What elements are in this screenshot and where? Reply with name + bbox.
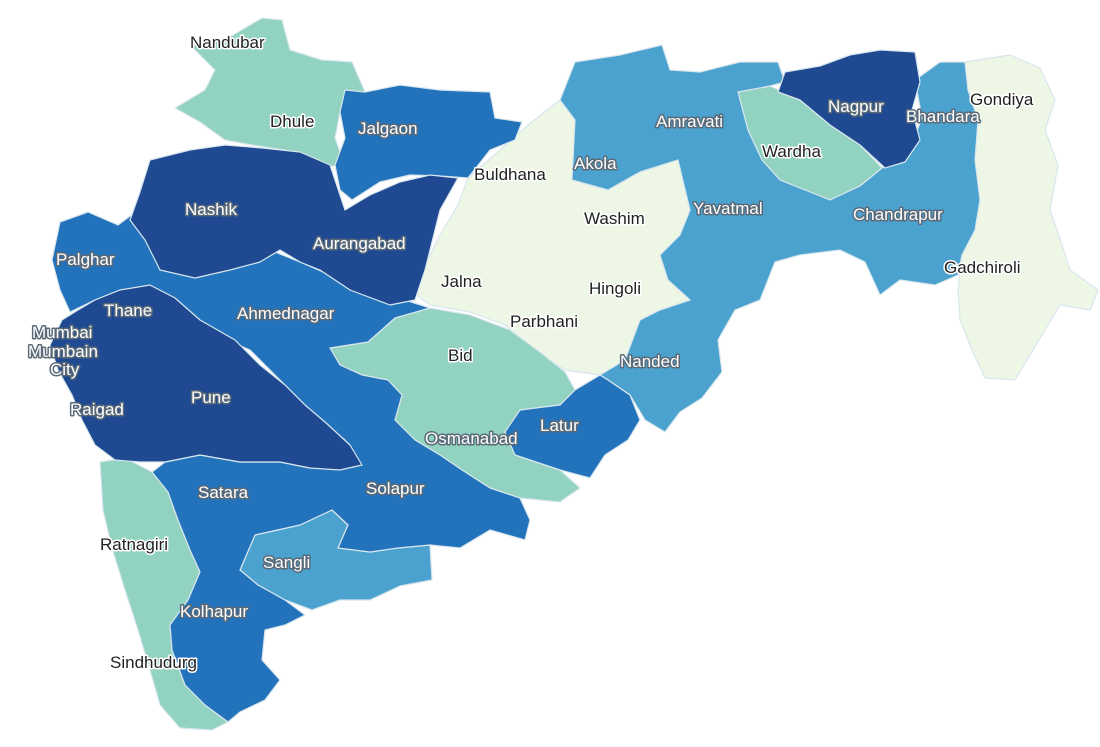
label-washim: Washim xyxy=(584,209,645,228)
region-thane-pune[interactable] xyxy=(49,284,363,471)
label-gadchiroli: Gadchiroli xyxy=(944,258,1021,277)
region-nagpur[interactable] xyxy=(777,49,921,169)
region-latur[interactable] xyxy=(504,374,641,479)
region-jalgaon[interactable] xyxy=(334,84,523,201)
label-palghar: Palghar xyxy=(56,250,115,269)
region-vidarbha-medium[interactable] xyxy=(559,44,981,433)
label-sangli: Sangli xyxy=(263,553,310,572)
label-nashik: Nashik xyxy=(185,200,237,219)
label-yavatmal: Yavatmal xyxy=(693,199,763,218)
label-solapur: Solapur xyxy=(366,479,425,498)
label-raigad: Raigad xyxy=(70,400,124,419)
label-nagpur: Nagpur xyxy=(828,97,884,116)
label-nanded: Nanded xyxy=(620,352,680,371)
label-wardha: Wardha xyxy=(762,142,821,161)
label-ratnagiri: Ratnagiri xyxy=(100,535,168,554)
label-dhule: Dhule xyxy=(270,112,314,131)
label-bid: Bid xyxy=(448,346,473,365)
label-parbhani: Parbhani xyxy=(510,312,578,331)
label-nandubar: Nandubar xyxy=(190,33,265,52)
label-akola: Akola xyxy=(574,154,617,173)
label-buldhana: Buldhana xyxy=(474,165,546,184)
district-labels: Nandubar Dhule Jalgaon Buldhana Akola Am… xyxy=(27,32,1036,674)
district-regions xyxy=(49,17,1099,731)
label-amravati: Amravati xyxy=(656,112,723,131)
label-bhandara: Bhandara xyxy=(906,107,980,126)
label-osmanabad: Osmanabad xyxy=(425,429,518,448)
label-chandrapur: Chandrapur xyxy=(853,205,943,224)
label-jalgaon: Jalgaon xyxy=(358,119,418,138)
label-mumbai-city-2: City xyxy=(50,360,80,379)
label-gondiya: Gondiya xyxy=(970,90,1034,109)
label-jalna: Jalna xyxy=(441,272,482,291)
label-ahmednagar: Ahmednagar xyxy=(237,304,335,323)
label-mumbai: Mumbai xyxy=(32,323,92,342)
label-mumbai-city-1: Mumbain xyxy=(28,342,98,361)
label-sindhudurg: Sindhudurg xyxy=(110,653,197,672)
label-latur: Latur xyxy=(540,416,579,435)
label-pune: Pune xyxy=(191,388,231,407)
label-aurangabad: Aurangabad xyxy=(313,234,406,253)
label-hingoli: Hingoli xyxy=(589,279,641,298)
label-kolhapur: Kolhapur xyxy=(180,602,248,621)
label-satara: Satara xyxy=(198,483,249,502)
region-nashik-aurangabad[interactable] xyxy=(129,144,459,306)
label-thane: Thane xyxy=(104,301,152,320)
